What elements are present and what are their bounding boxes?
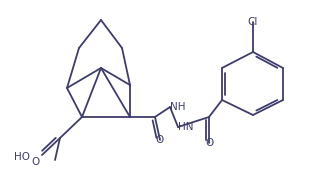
- Text: O: O: [31, 157, 39, 167]
- Text: Cl: Cl: [248, 17, 258, 27]
- Text: HN: HN: [178, 122, 194, 132]
- Text: HO: HO: [14, 152, 30, 162]
- Text: NH: NH: [170, 102, 186, 112]
- Text: O: O: [156, 135, 164, 145]
- Text: O: O: [205, 138, 213, 148]
